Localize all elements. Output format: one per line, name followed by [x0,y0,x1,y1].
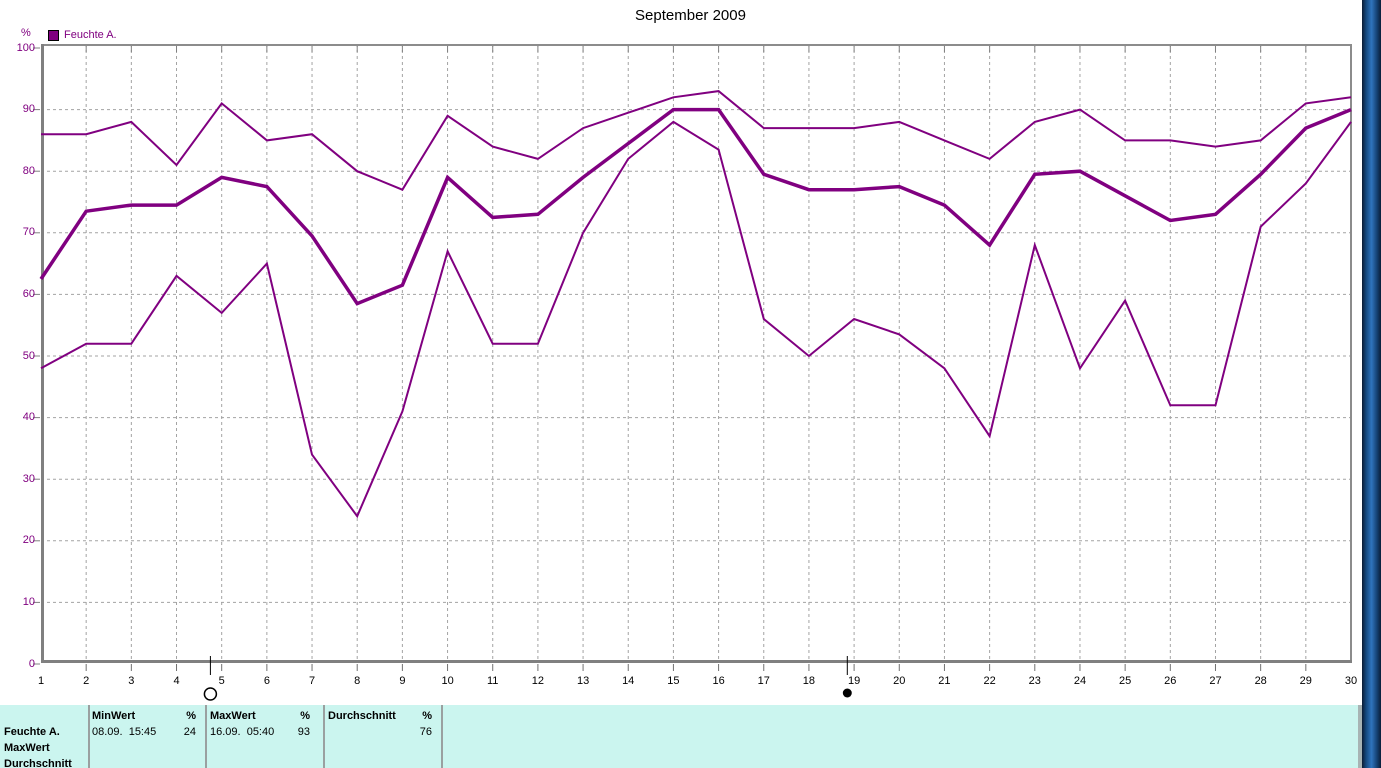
maxwert-percent-value: 93 [297,726,310,738]
x-axis-label: 25 [1118,675,1132,687]
durchschnitt-header-label: Durchschnitt [328,710,396,722]
table-separator [88,705,90,768]
y-axis-label: 70 [22,226,35,239]
legend: Feuchte A. [48,29,117,41]
maxwert-header-label: MaxWert [210,710,256,722]
x-axis-label: 16 [712,675,725,687]
maxwert-value-cell: 16.09. 05:40 93 [210,726,310,738]
minwert-value-cell: 08.09. 15:45 24 [92,726,196,738]
x-axis-label: 29 [1299,675,1312,687]
series-max-line [41,90,1352,191]
x-axis-label: 15 [667,675,680,687]
x-axis-label: 2 [83,675,90,687]
stats-header-durchschnitt: Durchschnitt % [328,710,432,722]
filled-circle-marker [842,688,852,698]
durchschnitt-percent-value: 76 [419,726,432,738]
y-axis-label: 0 [28,657,35,670]
y-axis-label: 20 [22,534,35,547]
x-axis-label: 12 [531,675,545,687]
maxwert-unit-label: % [300,710,310,722]
row-label-feuchte-a: Feuchte A. [4,726,60,738]
x-axis-label: 24 [1073,675,1087,687]
durchschnitt-unit-label: % [422,710,432,722]
x-axis-label: 17 [757,675,770,687]
table-separator [205,705,207,768]
x-axis-label: 9 [399,675,406,687]
table-separator [441,705,443,768]
y-axis-label: 10 [22,595,35,608]
legend-swatch-icon [48,29,59,41]
chart-title: September 2009 [635,7,746,24]
y-axis-label: 90 [22,103,35,116]
x-axis-label: 22 [983,675,996,687]
series-min-line [40,120,1352,519]
x-axis-label: 8 [354,675,361,687]
x-axis-label: 10 [441,675,454,687]
x-axis-label: 6 [263,675,270,687]
y-axis-label: 100 [16,41,35,54]
legend-label: Feuchte A. [64,29,117,41]
stats-header-minwert: MinWert % [92,710,196,722]
y-axis-label: 40 [22,411,35,424]
x-axis-label: 11 [486,675,499,687]
maxwert-timestamp: 16.09. 05:40 [210,726,275,738]
x-axis-label: 20 [893,675,906,687]
x-axis-label: 30 [1344,675,1358,687]
x-axis-label: 19 [847,675,861,687]
y-axis-label: 60 [22,287,35,300]
minwert-unit-label: % [186,710,196,722]
x-axis-label: 1 [37,675,45,687]
x-axis-label: 27 [1209,675,1222,687]
stats-table: MinWert % MaxWert % Durchschnitt % Feuch… [0,705,1362,768]
x-axis-label: 5 [218,675,225,687]
x-axis-label: 4 [173,675,180,687]
x-axis-label: 18 [802,675,816,687]
chart-plot-area [33,44,1352,701]
y-axis-unit-label: % [21,27,31,39]
x-axis-label: 7 [308,675,316,687]
desktop-background-strip [1362,0,1381,768]
x-axis-label: 23 [1028,675,1041,687]
x-axis-label: 14 [622,675,635,687]
table-separator [323,705,325,768]
y-axis-label: 30 [22,472,35,485]
y-axis-label: 80 [22,164,35,177]
minwert-header-label: MinWert [92,710,136,722]
x-axis-label: 3 [128,675,135,687]
durchschnitt-value-cell: 76 [328,726,432,738]
x-axis-label: 26 [1164,675,1177,687]
x-axis-label: 28 [1254,675,1267,687]
minwert-percent-value: 24 [183,726,196,738]
row-label-maxwert: MaxWert [4,742,50,754]
x-axis-label: 21 [938,675,951,687]
row-label-durchschnitt: Durchschnitt [4,758,72,768]
stats-header-maxwert: MaxWert % [210,710,310,722]
x-axis-label: 13 [576,675,590,687]
open-circle-marker [203,687,218,701]
y-axis-label: 50 [22,349,35,362]
series-avg-line [39,107,1352,306]
minwert-timestamp: 08.09. 15:45 [92,726,157,738]
